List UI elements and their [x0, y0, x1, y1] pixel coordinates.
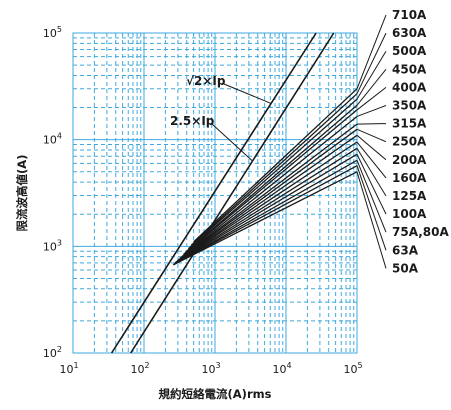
- x-axis-title: 規約短絡電流(A)rms: [159, 387, 272, 401]
- legend-leader-12: [356, 160, 387, 233]
- legend-leader-2: [356, 50, 387, 100]
- annotation-label-0: √2×Ip: [186, 74, 226, 88]
- x-tick-label-3: 104: [272, 361, 291, 376]
- series-line-6: [179, 123, 358, 259]
- legend-label-11: 100A: [392, 207, 427, 221]
- series-line-9: [175, 141, 358, 263]
- y-tick-exponent: 5: [57, 25, 62, 34]
- legend-label-1: 630A: [392, 26, 427, 40]
- legend-leader-14: [356, 171, 387, 269]
- series-line-13: [173, 165, 358, 266]
- plot-frame: [72, 32, 358, 354]
- legend: 710A 630A 500A 450A 400A 350A 315A 250A 200A 160A…: [392, 8, 449, 275]
- legend-label-12: 75A,80A: [392, 225, 449, 239]
- y-tick-label-0: 102: [43, 345, 62, 360]
- x-tick-exponent: 1: [73, 361, 78, 370]
- x-tick-exponent: 3: [215, 361, 220, 370]
- x-tick-base: 10: [201, 363, 215, 376]
- legend-label-10: 125A: [392, 189, 427, 203]
- x-tick-exponent: 5: [357, 361, 362, 370]
- x-tick-exponent: 2: [144, 361, 149, 370]
- series-line-4: [183, 109, 358, 255]
- series-line-12: [173, 159, 358, 265]
- annotations: √2×Ip 2.5×Ip: [170, 74, 272, 162]
- series-line-7: [177, 128, 358, 261]
- legend-label-7: 250A: [392, 135, 427, 149]
- y-axis-title: 限流波高値(A): [15, 155, 29, 232]
- series-line-5: [181, 115, 358, 258]
- y-tick-base: 10: [43, 347, 57, 360]
- x-tick-label-0: 101: [59, 361, 78, 376]
- annotation-leader-0: [223, 83, 272, 104]
- legend-label-13: 63A: [392, 243, 419, 257]
- reference-line-0: [110, 32, 317, 354]
- series-line-3: [185, 104, 358, 253]
- annotation-label-1: 2.5×Ip: [170, 114, 215, 128]
- y-tick-exponent: 2: [57, 345, 62, 354]
- x-tick-label-4: 105: [343, 361, 362, 376]
- series-line-2: [187, 98, 358, 250]
- legend-leaders: [356, 14, 387, 269]
- legend-label-6: 315A: [392, 117, 427, 131]
- x-tick-label-1: 102: [130, 361, 149, 376]
- x-axis-ticks: 101 102 103 104 105: [59, 361, 362, 376]
- legend-label-9: 160A: [392, 171, 427, 185]
- legend-leader-0: [356, 14, 387, 89]
- series-line-8: [176, 134, 358, 263]
- y-tick-label-1: 103: [43, 238, 62, 253]
- legend-label-14: 50A: [392, 261, 419, 275]
- reference-lines: [110, 32, 335, 354]
- legend-leader-8: [356, 134, 387, 161]
- y-tick-base: 10: [43, 134, 57, 147]
- legend-leader-3: [356, 68, 387, 106]
- legend-leader-13: [356, 165, 387, 251]
- x-tick-base: 10: [59, 363, 73, 376]
- series-line-11: [174, 153, 358, 265]
- y-tick-exponent: 4: [57, 132, 62, 141]
- annotation-leader-1: [211, 123, 253, 162]
- y-tick-label-3: 105: [43, 25, 62, 40]
- y-tick-base: 10: [43, 27, 57, 40]
- legend-leader-11: [356, 154, 387, 215]
- x-tick-base: 10: [343, 363, 357, 376]
- series-line-10: [174, 147, 358, 264]
- legend-label-3: 450A: [392, 62, 427, 76]
- series-lines: [172, 88, 358, 266]
- x-tick-base: 10: [272, 363, 286, 376]
- legend-label-4: 400A: [392, 80, 427, 94]
- y-tick-label-2: 104: [43, 132, 62, 147]
- legend-leader-10: [356, 148, 387, 197]
- y-tick-exponent: 3: [57, 238, 62, 247]
- series-line-0: [193, 88, 358, 243]
- legend-label-2: 500A: [392, 44, 427, 58]
- legend-label-5: 350A: [392, 99, 427, 113]
- legend-label-8: 200A: [392, 153, 427, 167]
- x-tick-label-2: 103: [201, 361, 220, 376]
- legend-leader-7: [356, 128, 387, 143]
- reference-line-1: [130, 32, 335, 354]
- legend-leader-1: [356, 32, 387, 94]
- series-line-14: [172, 171, 358, 266]
- legend-label-0: 710A: [392, 8, 427, 22]
- legend-leader-4: [356, 87, 387, 111]
- x-tick-exponent: 4: [286, 361, 291, 370]
- legend-leader-5: [356, 105, 387, 117]
- y-tick-base: 10: [43, 240, 57, 253]
- legend-leader-9: [356, 141, 387, 179]
- x-tick-base: 10: [130, 363, 144, 376]
- series-line-1: [190, 93, 358, 246]
